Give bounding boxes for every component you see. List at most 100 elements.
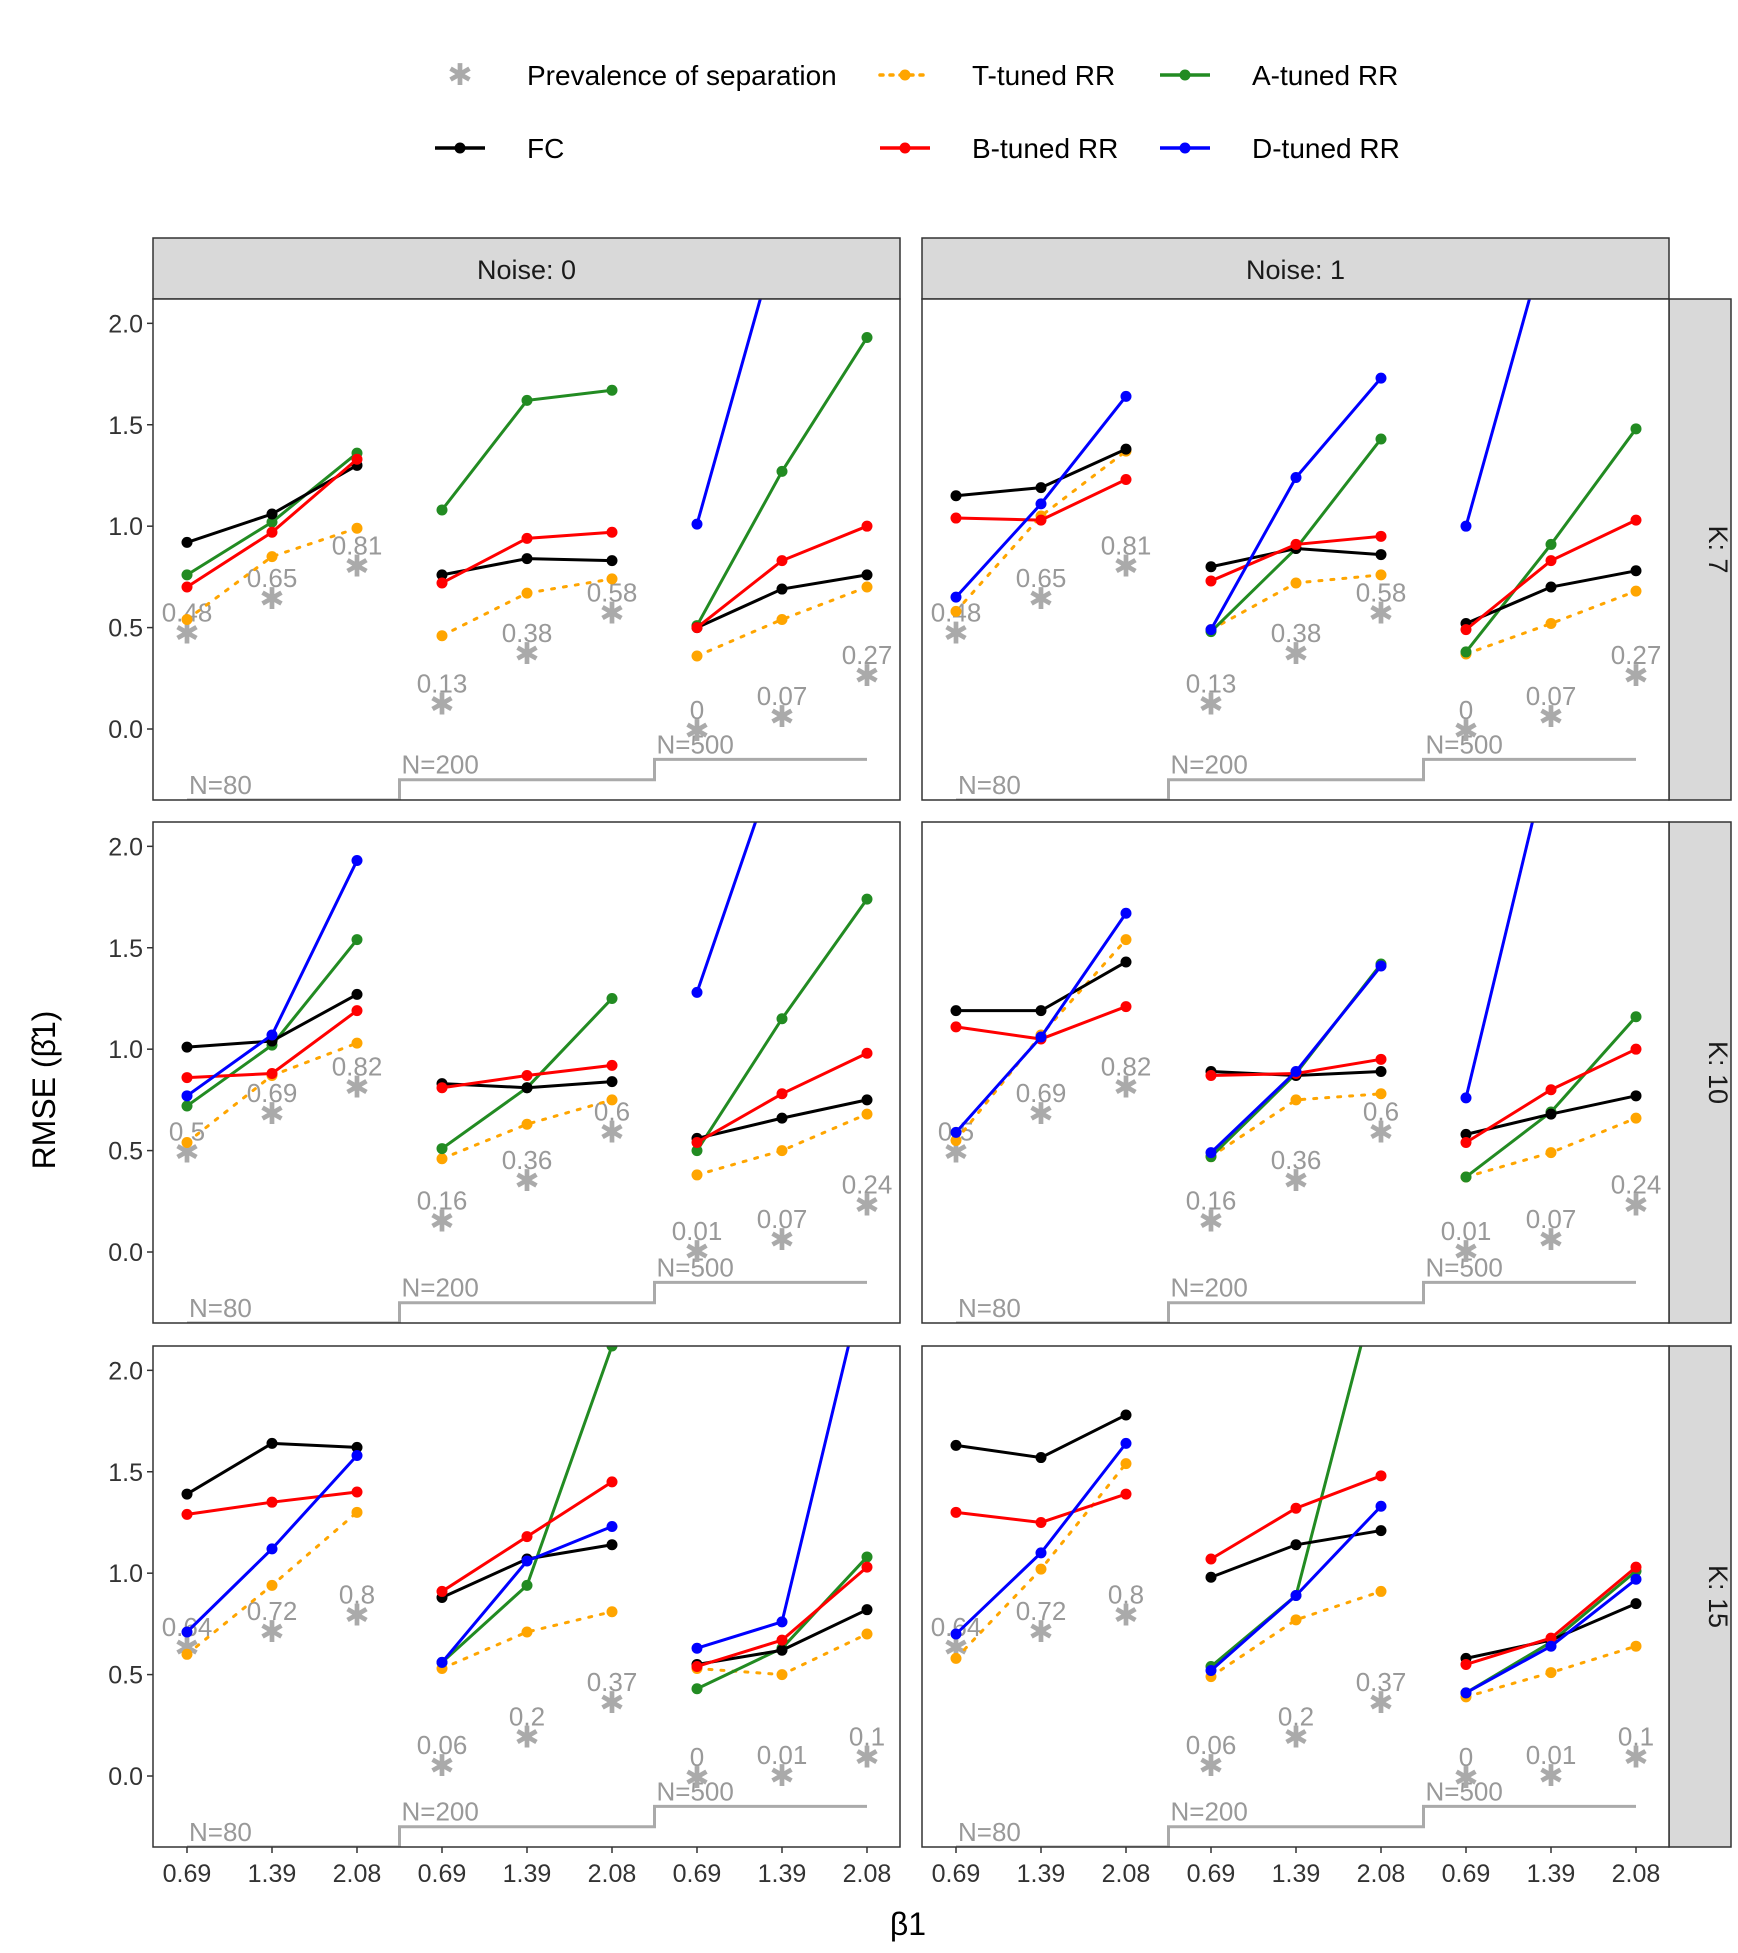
series-line-t (185, 526, 359, 621)
legend-label: A-tuned RR (1252, 60, 1398, 91)
prevalence-label: 0.65 (247, 563, 298, 593)
prevalence-label: 0.1 (849, 1722, 885, 1752)
prevalence-label: 0.6 (1363, 1096, 1399, 1126)
x-tick-label: 1.39 (1017, 1860, 1066, 1888)
series-point-fc (1375, 549, 1387, 561)
row-strip-bg (1668, 298, 1732, 801)
series-point-fc (606, 1539, 618, 1551)
prevalence-label: 0.82 (1101, 1052, 1152, 1082)
series-point-d (691, 986, 703, 998)
series-point-b (521, 1070, 533, 1082)
prevalence-label: 0.27 (842, 640, 893, 670)
series-point-t (181, 613, 193, 625)
y-tick-label: 2.0 (108, 1357, 143, 1385)
prevalence-star-icon: ✱ (1028, 582, 1053, 617)
x-tick-label: 0.69 (418, 1860, 467, 1888)
prevalence-star-icon: ✱ (854, 659, 879, 694)
series-point-a (1460, 1171, 1472, 1183)
n-label-2: N=500 (657, 1776, 734, 1806)
prevalence-label: 0.2 (1278, 1701, 1314, 1731)
series-point-b (1205, 575, 1217, 587)
prevalence-star-icon: ✱ (514, 1164, 539, 1199)
series-point-d (1205, 1147, 1217, 1159)
series-point-fc (266, 508, 278, 520)
series-point-b (1120, 1488, 1132, 1500)
series-point-fc (436, 569, 448, 581)
series-point-d (436, 1656, 448, 1668)
n-step-line (956, 1804, 1636, 1847)
series-point-d (181, 1090, 193, 1102)
column-strip-label: Noise: 1 (1246, 255, 1345, 285)
panel-0-1: N=80N=200N=500✱0.48✱0.65✱0.81✱0.13✱0.38✱… (921, 298, 1670, 801)
prevalence-star-icon: ✱ (1283, 1164, 1308, 1199)
series-point-a (436, 504, 448, 516)
series-point-fc (1630, 1090, 1642, 1102)
series-point-a (606, 1346, 618, 1352)
y-tick-label: 2.0 (108, 310, 143, 338)
y-axis-title: RMSE (β̂1) (26, 1011, 62, 1170)
prevalence-label: 0.07 (1526, 681, 1577, 711)
legend-label: T-tuned RR (972, 60, 1115, 91)
series-point-b (1290, 1502, 1302, 1514)
prevalence-label: 0.01 (757, 1740, 808, 1770)
series-point-d (777, 216, 788, 227)
series-point-fc (181, 1488, 193, 1500)
prevalence-star-icon: ✱ (599, 1115, 624, 1150)
prevalence-star-icon: ✱ (943, 617, 968, 652)
series-line-d (695, 822, 758, 993)
prevalence-label: 0.65 (1016, 563, 1067, 593)
series-point-b (351, 1005, 363, 1017)
series-point-t (1290, 577, 1302, 589)
series-point-fc (950, 490, 962, 502)
series-point-a (1630, 1011, 1642, 1023)
series-point-b (436, 1082, 448, 1094)
prevalence-label: 0.36 (502, 1145, 553, 1175)
y-tick-label: 0.5 (108, 615, 143, 643)
series-point-a (1545, 538, 1557, 550)
series-point-t (1375, 1088, 1387, 1100)
prevalence-star-icon: ✱ (429, 1205, 454, 1240)
series-point-fc (950, 1439, 962, 1451)
series-point-t (1375, 569, 1387, 581)
column-strip-0: Noise: 0 (152, 237, 901, 300)
n-label-0: N=80 (189, 770, 252, 800)
series-point-fc (521, 1082, 533, 1094)
prevalence-label: 0.01 (1526, 1740, 1577, 1770)
column-strip-label: Noise: 0 (477, 255, 576, 285)
series-point-a (181, 1100, 193, 1112)
series-point-b (1035, 514, 1047, 526)
panel-background (153, 299, 900, 800)
series-point-d (950, 1628, 962, 1640)
prevalence-star-icon: ✱ (1198, 1749, 1223, 1784)
prevalence-star-icon: ✱ (599, 1686, 624, 1721)
series-point-fc (521, 553, 533, 565)
series-point-fc (1035, 482, 1047, 494)
n-label-1: N=200 (402, 1797, 479, 1827)
series-point-b (1630, 1561, 1642, 1573)
y-tick-label: 1.0 (108, 1036, 143, 1064)
n-label-2: N=500 (1426, 1776, 1503, 1806)
series-point-b (691, 1660, 703, 1672)
row-strip-bg (1668, 1345, 1732, 1848)
panel-1-1: N=80N=200N=500✱0.5✱0.69✱0.82✱0.16✱0.36✱0… (921, 821, 1670, 1324)
series-point-b (1205, 1070, 1217, 1082)
prevalence-label: 0.81 (332, 531, 383, 561)
prevalence-star-icon: ✱ (344, 1599, 369, 1634)
series-point-t (776, 613, 788, 625)
series-point-d (1375, 960, 1387, 972)
prevalence-star-icon: ✱ (769, 1223, 794, 1258)
series-point-b (1375, 1053, 1387, 1065)
legend: ✱ Prevalence of separation T-tuned RR A-tun… (435, 58, 1400, 164)
series-point-b (1460, 624, 1472, 636)
row-strip-label: K: 10 (1703, 1041, 1733, 1104)
series-point-d (1035, 1547, 1047, 1559)
legend-item-fc: FC (435, 133, 564, 164)
series-point-b (606, 1059, 618, 1071)
panel-plot-area: N=80N=200N=500✱0.64✱0.72✱0.8✱0.06✱0.2✱0.… (931, 1346, 1654, 1847)
prevalence-star-icon: ✱ (1283, 1720, 1308, 1755)
x-tick-label: 2.08 (1102, 1860, 1151, 1888)
series-point-b (950, 1506, 962, 1518)
legend-label: FC (527, 133, 564, 164)
prevalence-star-icon: ✱ (1623, 1188, 1648, 1223)
